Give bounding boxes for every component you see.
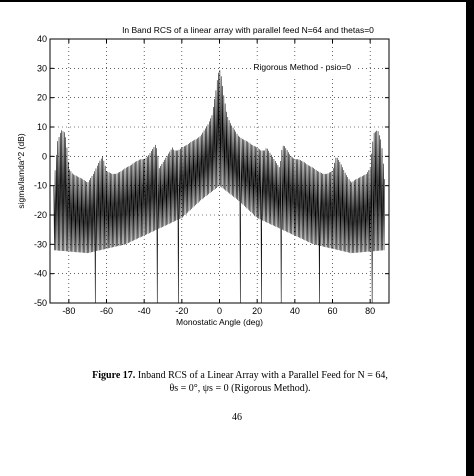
x-tick-label: -60 <box>100 306 113 316</box>
x-tick-label: -20 <box>175 306 188 316</box>
y-tick-label: 0 <box>42 151 47 161</box>
caption-text-1: Inband RCS of a Linear Array with a Para… <box>137 370 388 381</box>
x-axis-label: Monostatic Angle (deg) <box>176 317 263 327</box>
y-tick-label: -20 <box>34 210 47 220</box>
y-tick-label: -40 <box>34 269 47 279</box>
scan-border-top <box>0 0 474 2</box>
x-tick-label: 20 <box>252 306 262 316</box>
rcs-chart: In Band RCS of a linear array with paral… <box>16 25 390 327</box>
x-axis: -80 -60 -40 -20 0 20 40 60 80 <box>62 39 375 316</box>
y-axis-label: sigma/lamda^2 (dB) <box>16 133 26 208</box>
scan-border-right <box>466 0 474 476</box>
y-tick-label: -50 <box>34 298 47 308</box>
legend-box <box>251 59 357 78</box>
y-axis: -50 -40 -30 -20 -10 0 10 20 30 40 <box>34 34 389 308</box>
x-tick-label: -80 <box>62 306 75 316</box>
x-tick-label: -40 <box>138 306 151 316</box>
legend-entry-rigorous: Rigorous Method - psio=0 <box>253 62 351 72</box>
x-tick-label: 80 <box>365 306 375 316</box>
chart-title: In Band RCS of a linear array with paral… <box>122 25 374 35</box>
y-tick-label: -30 <box>34 239 47 249</box>
caption-label: Figure 17. <box>92 370 136 381</box>
caption-line-2: θs = 0°, ψs = 0 (Rigorous Method). <box>169 383 311 394</box>
caption-line-1: Figure 17. Inband RCS of a Linear Array … <box>60 369 420 382</box>
x-tick-label: 40 <box>290 306 300 316</box>
y-tick-label: 10 <box>37 122 47 132</box>
series-line-rigorous <box>53 70 385 304</box>
page-number: 46 <box>232 412 242 423</box>
x-tick-label: 60 <box>327 306 337 316</box>
x-tick-label: 0 <box>217 306 222 316</box>
y-tick-label: 40 <box>37 34 47 44</box>
y-tick-label: 30 <box>37 63 47 73</box>
y-tick-label: 20 <box>37 93 47 103</box>
figure-caption: Figure 17. Inband RCS of a Linear Array … <box>60 369 420 395</box>
y-tick-label: -10 <box>34 181 47 191</box>
